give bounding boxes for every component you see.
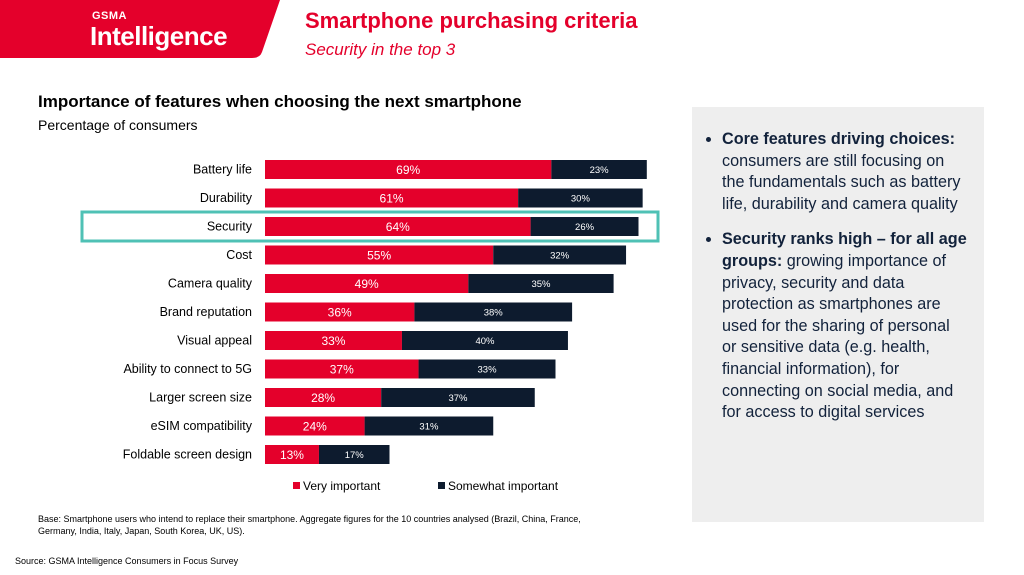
data-label-somewhat-important: 26% — [575, 222, 595, 233]
data-label-very-important: 49% — [355, 277, 379, 291]
insight-bullet-heading: Security ranks high – for all age groups… — [722, 230, 967, 270]
chart-subtitle: Percentage of consumers — [38, 117, 198, 133]
data-label-somewhat-important: 37% — [448, 393, 468, 404]
data-label-very-important: 61% — [380, 192, 404, 206]
bar-very-important — [265, 245, 494, 265]
legend-label-very-important: Very important — [303, 479, 381, 493]
data-label-somewhat-important: 31% — [419, 422, 439, 433]
bar-very-important — [265, 359, 419, 379]
data-label-very-important: 64% — [386, 220, 410, 234]
chart-title: Importance of features when choosing the… — [38, 92, 522, 111]
data-label-somewhat-important: 30% — [571, 194, 591, 205]
page-title: Smartphone purchasing criteria — [305, 8, 638, 33]
data-label-somewhat-important: 17% — [345, 450, 365, 461]
data-label-very-important: 55% — [367, 249, 391, 263]
legend-swatch-somewhat-important — [438, 482, 445, 489]
page-subtitle: Security in the top 3 — [305, 40, 456, 59]
insight-bullet: Security ranks high – for all age groups… — [722, 229, 968, 423]
category-label: Visual appeal — [177, 334, 252, 348]
data-label-somewhat-important: 23% — [590, 165, 610, 176]
bar-very-important — [265, 188, 519, 208]
category-label: Cost — [226, 248, 252, 262]
bar-very-important — [265, 331, 402, 350]
data-label-very-important: 33% — [321, 334, 345, 348]
category-label: eSIM compatibility — [151, 419, 253, 433]
category-label: Durability — [200, 191, 253, 205]
source-note: Source: GSMA Intelligence Consumers in F… — [15, 556, 239, 566]
base-note: Base: Smartphone users who intend to rep… — [38, 514, 581, 536]
data-label-very-important: 69% — [396, 163, 420, 177]
data-label-somewhat-important: 40% — [475, 336, 495, 347]
data-label-very-important: 24% — [303, 420, 327, 434]
legend-label-somewhat-important: Somewhat important — [448, 479, 559, 493]
category-label: Brand reputation — [160, 305, 252, 319]
bar-somewhat-important — [401, 331, 568, 350]
data-label-very-important: 36% — [328, 306, 352, 320]
bar-very-important — [265, 416, 365, 436]
category-label: Larger screen size — [149, 391, 252, 405]
data-label-very-important: 28% — [311, 391, 335, 405]
category-label: Ability to connect to 5G — [123, 362, 252, 376]
insight-bullet-text: growing importance of privacy, security … — [722, 251, 954, 422]
highlight-box — [80, 210, 660, 243]
stacked-bar-chart: Battery life 69% 23% Durability 61% 30% Securi… — [80, 160, 660, 493]
data-label-somewhat-important: 32% — [550, 251, 570, 262]
logo-intelligence-text: Intelligence — [90, 21, 228, 51]
data-label-somewhat-important: 38% — [484, 308, 504, 319]
bar-very-important — [265, 274, 469, 293]
bar-somewhat-important — [418, 359, 556, 379]
category-label: Foldable screen design — [123, 448, 252, 462]
logo-gsma-text: GSMA — [92, 10, 127, 22]
bar-somewhat-important — [414, 302, 573, 322]
insight-bullet-heading: Core features driving choices: — [722, 130, 955, 148]
legend-swatch-very-important — [293, 482, 300, 489]
bar-very-important — [265, 160, 552, 179]
bar-somewhat-important — [468, 274, 614, 293]
bar-somewhat-important — [381, 388, 535, 407]
bar-very-important — [265, 388, 382, 407]
bar-somewhat-important — [518, 188, 643, 208]
data-label-somewhat-important: 33% — [478, 365, 498, 376]
category-label: Battery life — [193, 163, 252, 177]
bar-somewhat-important — [530, 217, 639, 236]
insights-list: Core features driving choices: consumers… — [704, 129, 968, 424]
insight-bullet: Core features driving choices: consumers… — [722, 129, 968, 215]
data-label-very-important: 13% — [280, 448, 304, 462]
bar-somewhat-important — [551, 160, 647, 179]
bar-somewhat-important — [493, 245, 627, 265]
bar-somewhat-important — [364, 416, 494, 436]
insight-bullet-text: consumers are still focusing on the fund… — [722, 151, 961, 213]
data-label-somewhat-important: 35% — [531, 279, 551, 290]
category-label: Camera quality — [168, 277, 253, 291]
logo-banner — [0, 0, 280, 58]
data-label-very-important: 37% — [330, 363, 354, 377]
bar-somewhat-important — [318, 445, 390, 464]
category-label: Security — [207, 220, 253, 234]
bar-very-important — [265, 445, 319, 464]
bar-very-important — [265, 302, 415, 322]
insights-panel: Core features driving choices: consumers… — [692, 107, 984, 522]
bar-very-important — [265, 217, 531, 236]
